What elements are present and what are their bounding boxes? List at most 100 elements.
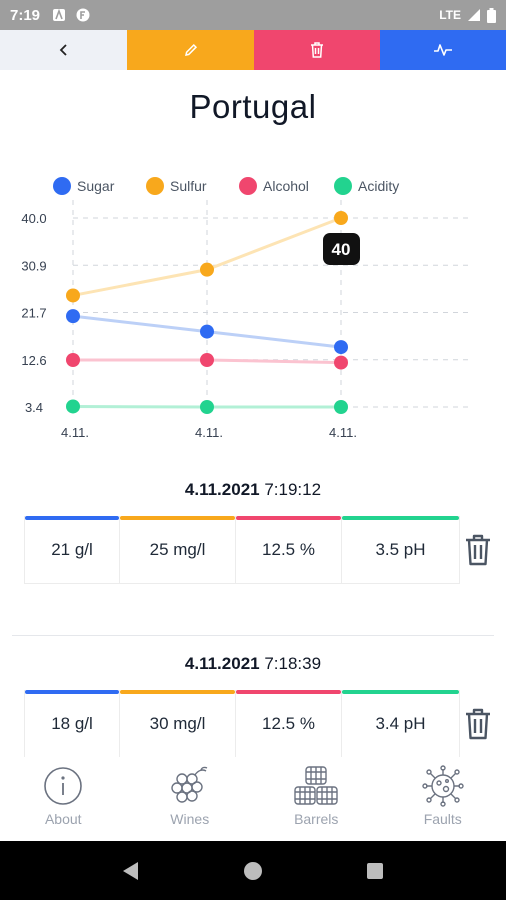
measurement-time: 7:19:12 [264,480,322,499]
nav-barrels-label: Barrels [294,811,339,827]
measurement-date: 4.11.2021 [184,480,260,499]
data-point [66,309,80,324]
measurement-date-2: 4.11.2021 7:18:39 [0,654,506,674]
acidity-cell: 3.5 pH [341,516,460,584]
acidity-cell: 3.4 pH [341,690,460,758]
legend-label: Acidity [358,178,399,194]
alcohol-bar [236,690,341,694]
measurement-date: 4.11.2021 [184,654,260,673]
measurement-row[interactable]: 18 g/l 30 mg/l 12.5 % 3.4 pH [24,690,460,758]
activity-icon [434,44,452,56]
notification-f-icon [76,8,90,22]
y-tick-label: 30.9 [21,258,46,273]
trash-icon [311,42,323,58]
sugar-bar [25,516,119,520]
alcohol-value: 12.5 % [262,714,315,733]
sulfur-bar [120,690,235,694]
sugar-bar [25,690,119,694]
tooltip-box [323,233,360,265]
data-point [200,353,214,368]
sulfur-value: 25 mg/l [149,540,206,559]
legend-label: Alcohol [263,178,309,194]
legend-marker [334,177,352,195]
status-bar: 7:19 LTE [0,0,506,30]
x-tick-label: 4.11. [61,425,89,440]
notification-a-icon [53,8,66,21]
acidity-bar [342,690,459,694]
nav-wines-label: Wines [170,811,210,827]
nav-about-label: About [44,811,82,827]
bottom-navigation: About Wines Barrels Faults [0,757,506,841]
data-point [66,288,80,303]
data-point [66,399,80,414]
legend-marker [146,177,164,195]
alcohol-value: 12.5 % [262,540,315,559]
network-type: LTE [439,8,461,22]
recents-square-icon[interactable] [364,860,386,882]
legend-label: Sulfur [170,178,207,194]
page-title: Portugal [189,88,317,125]
grapes-icon [171,766,208,803]
sugar-value: 21 g/l [51,540,93,559]
y-tick-label: 12.6 [21,353,46,368]
trash-icon [466,708,490,740]
acidity-value: 3.5 pH [375,540,426,559]
home-circle-icon[interactable] [242,860,264,882]
sulfur-cell: 30 mg/l [119,690,235,758]
back-triangle-icon[interactable] [120,860,142,882]
data-point [334,400,348,414]
nav-barrels[interactable]: Barrels [253,757,380,841]
back-button[interactable] [0,30,127,70]
legend-marker [53,177,71,195]
action-toolbar [0,30,506,70]
alcohol-bar [236,516,341,520]
data-point [66,353,80,368]
trash-icon [466,534,490,566]
sulfur-value: 30 mg/l [149,714,206,733]
nav-about[interactable]: About [0,757,127,841]
data-point [334,211,348,225]
delete-button[interactable] [254,30,380,70]
status-time: 7:19 [10,6,41,24]
delete-measurement-button[interactable] [462,532,494,568]
section-divider [12,635,494,636]
data-point [334,340,348,355]
system-navigation-bar [0,841,506,900]
chevron-left-icon [59,44,67,56]
sulfur-bar [120,516,235,520]
chart-button[interactable] [380,30,506,70]
tooltip-label: 40 [332,240,351,259]
alcohol-cell: 12.5 % [235,690,341,758]
nav-faults[interactable]: Faults [380,757,506,841]
y-tick-label: 21.7 [21,306,46,321]
acidity-bar [342,516,459,520]
data-point [200,262,214,277]
data-point [334,355,348,370]
edit-button[interactable] [127,30,254,70]
data-point [200,324,214,339]
line-chart: Sugar Sulfur Alcohol Acidity 40.0 30.9 21.7 12.… [21,177,470,440]
measurement-time: 7:18:39 [264,654,322,673]
battery-icon [487,7,496,23]
sulfur-cell: 25 mg/l [119,516,235,584]
sugar-value: 18 g/l [51,714,93,733]
x-tick-label: 4.11. [329,425,357,440]
virus-icon [422,765,464,807]
y-tick-label: 40.0 [21,211,46,226]
pencil-icon [184,43,197,56]
data-point [200,400,214,414]
barrels-icon [294,766,338,805]
acidity-value: 3.4 pH [375,714,426,733]
nav-wines[interactable]: Wines [127,757,254,841]
alcohol-cell: 12.5 % [235,516,341,584]
signal-icon [468,9,480,21]
legend-marker [239,177,257,195]
info-icon [44,767,83,805]
measurement-row[interactable]: 21 g/l 25 mg/l 12.5 % 3.5 pH [24,516,460,584]
legend-label: Sugar [77,178,115,194]
delete-measurement-button[interactable] [462,706,494,742]
sugar-cell: 21 g/l [24,516,119,584]
y-tick-label: 3.4 [25,400,43,415]
nav-faults-label: Faults [423,811,462,827]
sugar-cell: 18 g/l [24,690,119,758]
